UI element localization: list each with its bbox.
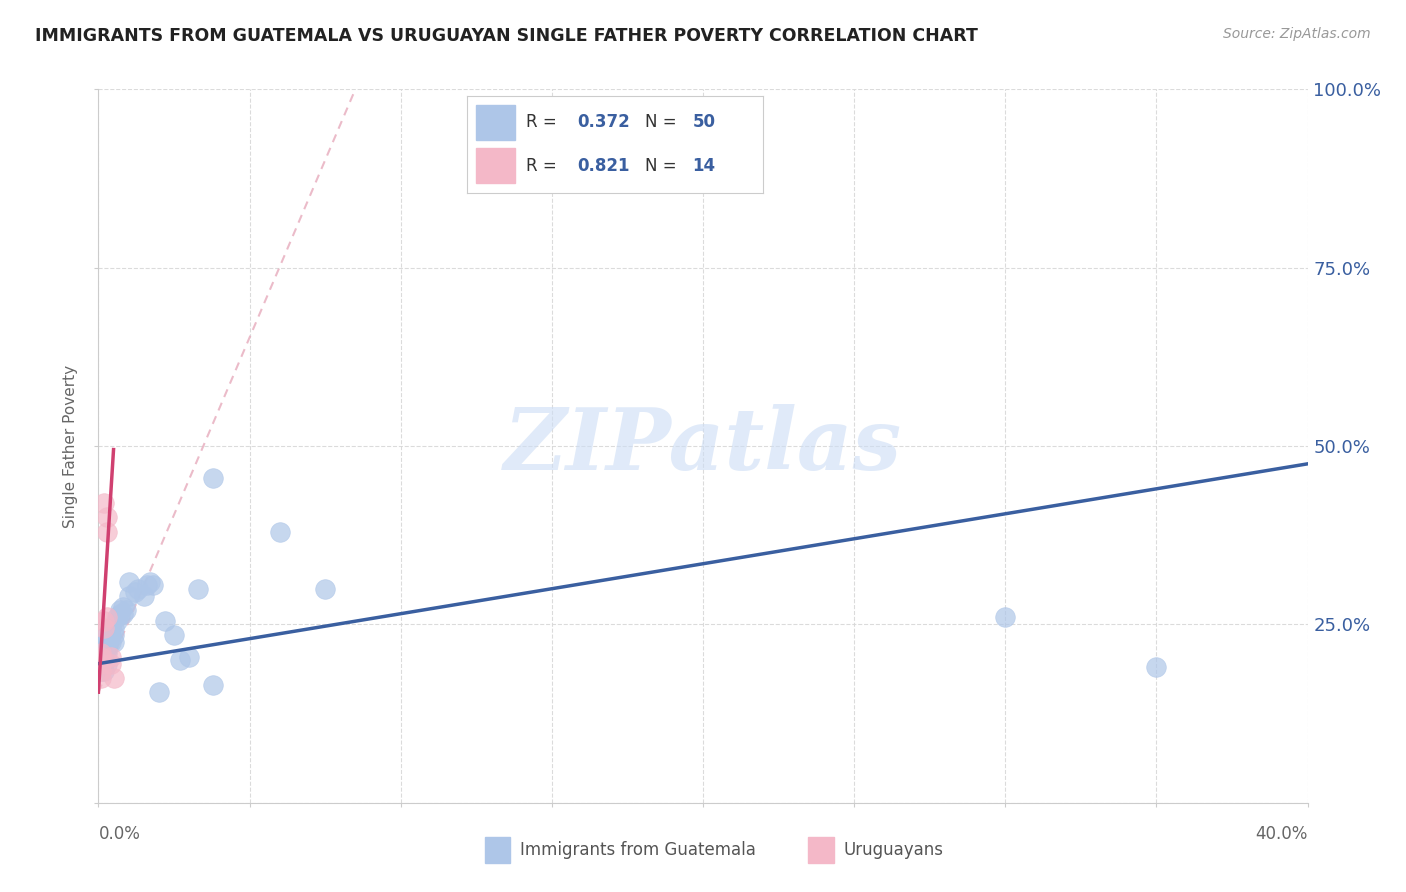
Point xyxy=(93,657,115,671)
Point xyxy=(90,657,112,671)
Text: Immigrants from Guatemala: Immigrants from Guatemala xyxy=(520,841,756,859)
Point xyxy=(179,649,201,664)
Point xyxy=(139,574,162,589)
Point xyxy=(118,574,141,589)
Text: Source: ZipAtlas.com: Source: ZipAtlas.com xyxy=(1223,27,1371,41)
Point xyxy=(169,653,191,667)
Point xyxy=(90,657,112,671)
Text: 0.0%: 0.0% xyxy=(98,825,141,843)
Point xyxy=(202,678,225,692)
Point xyxy=(93,646,115,660)
Point xyxy=(96,646,118,660)
Point xyxy=(103,628,125,642)
Point xyxy=(90,664,112,678)
Point xyxy=(93,653,115,667)
Point xyxy=(111,607,134,621)
Point xyxy=(93,642,115,657)
Point xyxy=(100,657,122,671)
Point xyxy=(96,524,118,539)
Point xyxy=(124,585,146,599)
Point xyxy=(135,578,157,592)
Point xyxy=(100,621,122,635)
Point xyxy=(163,628,186,642)
Point xyxy=(96,635,118,649)
Point xyxy=(148,685,170,699)
Point xyxy=(96,642,118,657)
Point xyxy=(100,635,122,649)
Point xyxy=(93,496,115,510)
Point xyxy=(96,510,118,524)
Point xyxy=(127,582,149,596)
Point xyxy=(90,649,112,664)
Point xyxy=(1144,660,1167,674)
Point xyxy=(93,614,115,628)
Point xyxy=(153,614,176,628)
Point xyxy=(103,671,125,685)
Point xyxy=(142,578,165,592)
Point xyxy=(100,628,122,642)
Point xyxy=(96,657,118,671)
Point xyxy=(90,646,112,660)
Point xyxy=(108,607,131,621)
Point xyxy=(105,610,128,624)
Point xyxy=(187,582,209,596)
Text: ZIPatlas: ZIPatlas xyxy=(503,404,903,488)
Point xyxy=(96,639,118,653)
Point xyxy=(111,599,134,614)
Point xyxy=(93,639,115,653)
Point xyxy=(103,621,125,635)
Point xyxy=(90,653,112,667)
Point xyxy=(103,635,125,649)
Point xyxy=(96,610,118,624)
Point xyxy=(100,649,122,664)
Point xyxy=(96,628,118,642)
Point xyxy=(105,614,128,628)
Text: 40.0%: 40.0% xyxy=(1256,825,1308,843)
Point xyxy=(114,603,136,617)
Point xyxy=(90,646,112,660)
Point xyxy=(90,639,112,653)
Point xyxy=(93,621,115,635)
Point xyxy=(132,589,155,603)
Point xyxy=(994,610,1017,624)
Text: IMMIGRANTS FROM GUATEMALA VS URUGUAYAN SINGLE FATHER POVERTY CORRELATION CHART: IMMIGRANTS FROM GUATEMALA VS URUGUAYAN S… xyxy=(35,27,979,45)
Y-axis label: Single Father Poverty: Single Father Poverty xyxy=(63,365,79,527)
Point xyxy=(269,524,291,539)
Point xyxy=(202,471,225,485)
Point xyxy=(108,603,131,617)
Point xyxy=(90,671,112,685)
Point xyxy=(314,582,336,596)
Text: Uruguayans: Uruguayans xyxy=(844,841,943,859)
Point xyxy=(93,664,115,678)
Point xyxy=(90,664,112,678)
Point xyxy=(118,589,141,603)
